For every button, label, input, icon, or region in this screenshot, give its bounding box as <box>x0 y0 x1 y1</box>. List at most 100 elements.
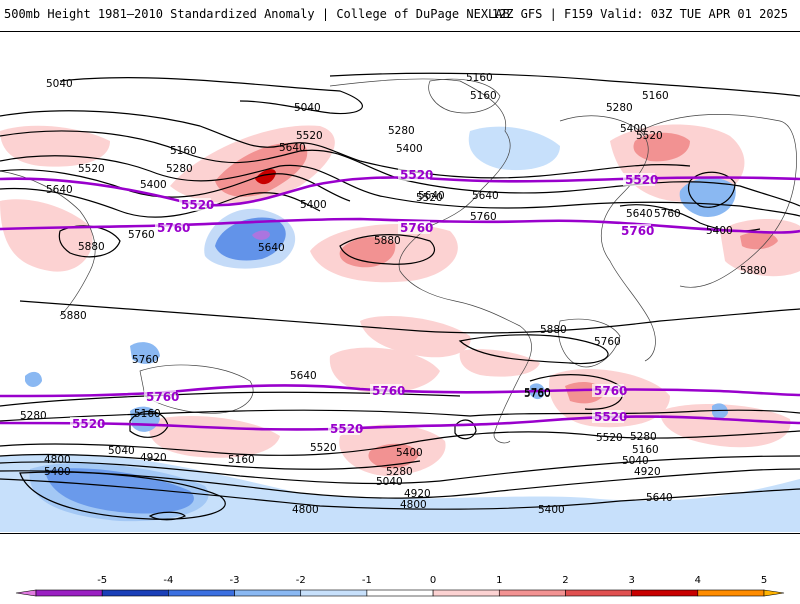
contour-label: 5760 <box>524 387 551 399</box>
contour-label: 5520 <box>78 163 105 175</box>
colorbar-tick-label: 1 <box>496 575 502 586</box>
colorbar-tick-label: 4 <box>695 575 701 586</box>
coastlines <box>0 78 797 444</box>
anomaly-pos-atlantic-core <box>339 237 396 268</box>
anomaly-pos-pacific-peak <box>255 169 276 185</box>
contour-label: 5640 <box>646 492 673 504</box>
contour-5880-tropical-a <box>19 300 800 334</box>
contour-label: 5160 <box>632 444 659 456</box>
contour-label: 5520 <box>310 442 337 454</box>
contour-4800-south <box>19 471 226 520</box>
contour-label: 5040 <box>46 78 73 90</box>
contour-closed-south-atlantic <box>454 419 477 440</box>
contour-label: 5640 <box>290 370 317 382</box>
anomaly-neg-europe-low <box>679 177 736 217</box>
contour-label: 5160 <box>228 454 255 466</box>
run-info: 12Z GFS | F159 Valid: 03Z TUE APR 01 202… <box>491 7 788 21</box>
contour-label: 5760 <box>132 354 159 366</box>
contour-label: 5280 <box>386 466 413 478</box>
colorbar-tick-label: -1 <box>362 575 372 586</box>
colorbar-block <box>300 589 368 597</box>
contour-label: 5640 <box>472 190 499 202</box>
anomaly-pos-asia-core <box>740 231 778 250</box>
contour-closed-sw-small <box>148 511 187 521</box>
coast-west-pacific <box>0 170 96 317</box>
contour-label: 4800 <box>44 454 71 466</box>
anomaly-pos-south-indian <box>149 416 280 458</box>
reference-labels: 5520 5520 5520 5760 5760 5760 5760 5760 … <box>70 168 658 436</box>
contour-label: 5400 <box>396 447 423 459</box>
contour-5400-a <box>0 155 800 217</box>
anomaly-neg-tropical-small <box>130 342 160 364</box>
contour-label: 5520 <box>596 432 623 444</box>
coast-europe-africa <box>559 115 656 362</box>
ref-5760-north <box>0 217 800 234</box>
contour-label: 5520 <box>636 130 663 142</box>
contour-5640-south-b <box>469 409 800 417</box>
contour-label: 5760 <box>524 388 551 400</box>
colorbar-block <box>565 589 632 597</box>
colorbar-tick-label: -3 <box>230 575 240 586</box>
contour-label: 5880 <box>78 241 105 253</box>
contour-5400-south-a <box>0 440 421 456</box>
contour-label: 5400 <box>538 504 565 516</box>
contour-label: 5400 <box>706 225 733 237</box>
contour-5640-south-a <box>0 409 471 422</box>
contour-label: 5040 <box>376 476 403 488</box>
colorbar-tick-label: 3 <box>628 575 634 586</box>
contour-label: 5400 <box>140 179 167 191</box>
contour-label: 5280 <box>630 431 657 443</box>
contour-5880-north-atlantic <box>339 234 436 265</box>
contour-5160-north <box>329 72 800 97</box>
contour-label: 5880 <box>374 235 401 247</box>
contour-5160-a <box>0 110 691 179</box>
contour-label: 5760 <box>654 208 681 220</box>
contour-label: 5880 <box>540 324 567 336</box>
contour-label: 5640 <box>418 190 445 202</box>
contour-label: 4920 <box>634 466 661 478</box>
contour-label: 5520 <box>296 130 323 142</box>
contour-5280-south-a <box>0 453 421 470</box>
contour-label: 5160 <box>170 145 197 157</box>
contour-5160-south-b <box>439 455 800 482</box>
contour-label: 5760 <box>128 229 155 241</box>
colorbar-tick-label: 0 <box>430 575 436 586</box>
contour-label: 4920 <box>140 452 167 464</box>
colorbar-svg: -5 -4 -3 -2 -1 0 1 2 3 4 5 <box>15 575 785 597</box>
colorbar-block <box>498 589 566 597</box>
contour-label: 5160 <box>134 408 161 420</box>
colorbar-blocks <box>15 589 785 597</box>
ref-label: 5520 <box>400 168 433 182</box>
ref-label: 5520 <box>330 422 363 436</box>
contour-5040-south-b <box>499 468 800 492</box>
contour-5880-tropical-b <box>458 334 609 365</box>
anomaly-pos-south-pacific-core <box>368 443 420 469</box>
map-title: 500mb Height 1981–2010 Standardized Anom… <box>4 7 510 21</box>
colorbar-tick-label: -2 <box>296 575 306 586</box>
contour-label: 5280 <box>166 163 193 175</box>
colorbar-block <box>168 589 235 597</box>
ref-label: 5760 <box>146 390 179 404</box>
contour-label: 5520 <box>416 192 443 204</box>
ref-label: 5520 <box>72 417 105 431</box>
contour-label: 5160 <box>470 90 497 102</box>
coast-australia <box>139 364 254 414</box>
ref-label: 5760 <box>621 224 654 238</box>
contour-label: 5400 <box>396 143 423 155</box>
contour-label: 5040 <box>108 445 135 457</box>
anomaly-neg-southeast-small <box>712 403 728 419</box>
ref-5520-south <box>0 415 800 431</box>
colorbar-block <box>631 589 699 597</box>
colorbar-max-arrow <box>763 589 785 597</box>
map-header: 500mb Height 1981–2010 Standardized Anom… <box>0 0 800 30</box>
colorbar-tick-label: 2 <box>562 575 568 586</box>
contour-4920-south <box>0 478 800 510</box>
colorbar-block <box>35 589 103 597</box>
anomaly-pos-tropical-atlantic <box>360 316 471 358</box>
ref-label: 5760 <box>372 384 405 398</box>
contour-closed-europe <box>687 171 736 208</box>
coast-south-america <box>454 300 532 444</box>
ref-label: 5520 <box>181 198 214 212</box>
contour-label: 5160 <box>642 90 669 102</box>
ref-label: 5520 <box>594 410 627 424</box>
